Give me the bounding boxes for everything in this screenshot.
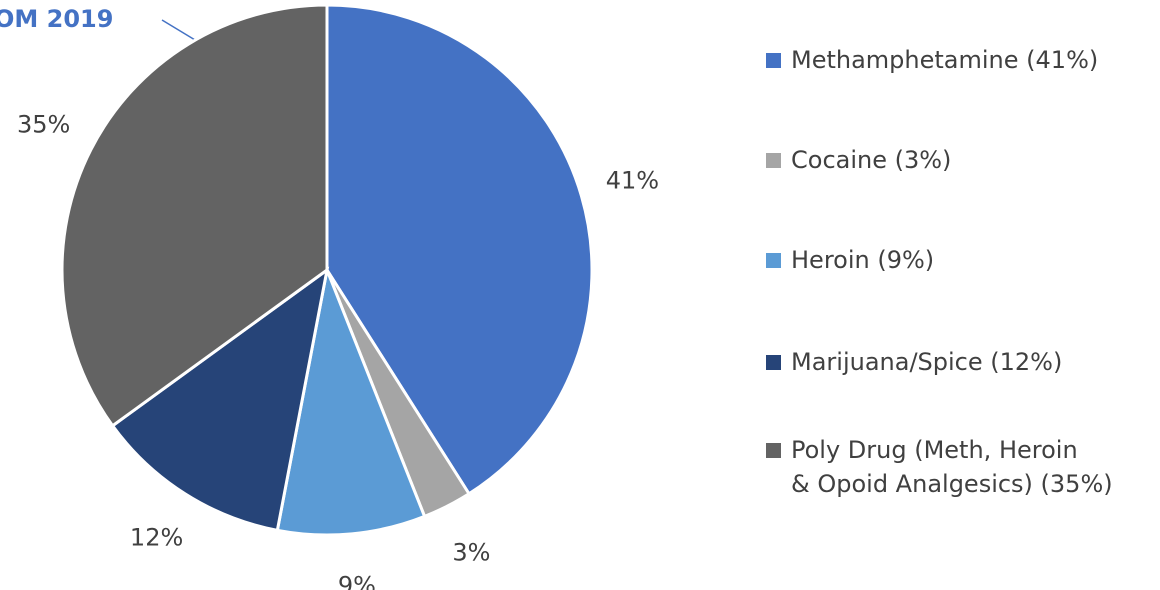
legend-label: Cocaine (3%) bbox=[791, 146, 952, 174]
legend-swatch bbox=[766, 355, 781, 370]
data-label: 3% bbox=[452, 538, 490, 566]
legend-swatch bbox=[766, 153, 781, 168]
legend-label: Heroin (9%) bbox=[791, 246, 935, 274]
legend-item: Marijuana/Spice (12%) bbox=[766, 345, 1062, 379]
legend-item: Poly Drug (Meth, Heroin & Opoid Analgesi… bbox=[766, 433, 1113, 501]
chart-title: OM 2019 bbox=[0, 5, 113, 33]
data-label: 35% bbox=[17, 111, 70, 139]
data-label: 12% bbox=[130, 523, 183, 551]
pie-slice bbox=[275, 264, 427, 537]
data-label: 41% bbox=[606, 166, 659, 194]
legend-label: Poly Drug (Meth, Heroin & Opoid Analgesi… bbox=[791, 436, 1113, 498]
legend-swatch bbox=[766, 53, 781, 68]
legend-label: Methamphetamine (41%) bbox=[791, 46, 1099, 74]
pie-slice bbox=[60, 3, 329, 428]
data-label: 9% bbox=[338, 572, 376, 590]
pie-slice bbox=[110, 266, 330, 533]
legend-item: Heroin (9%) bbox=[766, 243, 934, 277]
legend-item: Cocaine (3%) bbox=[766, 143, 951, 177]
legend-item: Methamphetamine (41%) bbox=[766, 43, 1098, 77]
pie-slice bbox=[325, 3, 594, 496]
legend-swatch bbox=[766, 443, 781, 458]
legend-label: Marijuana/Spice (12%) bbox=[791, 348, 1063, 376]
legend-swatch bbox=[766, 253, 781, 268]
